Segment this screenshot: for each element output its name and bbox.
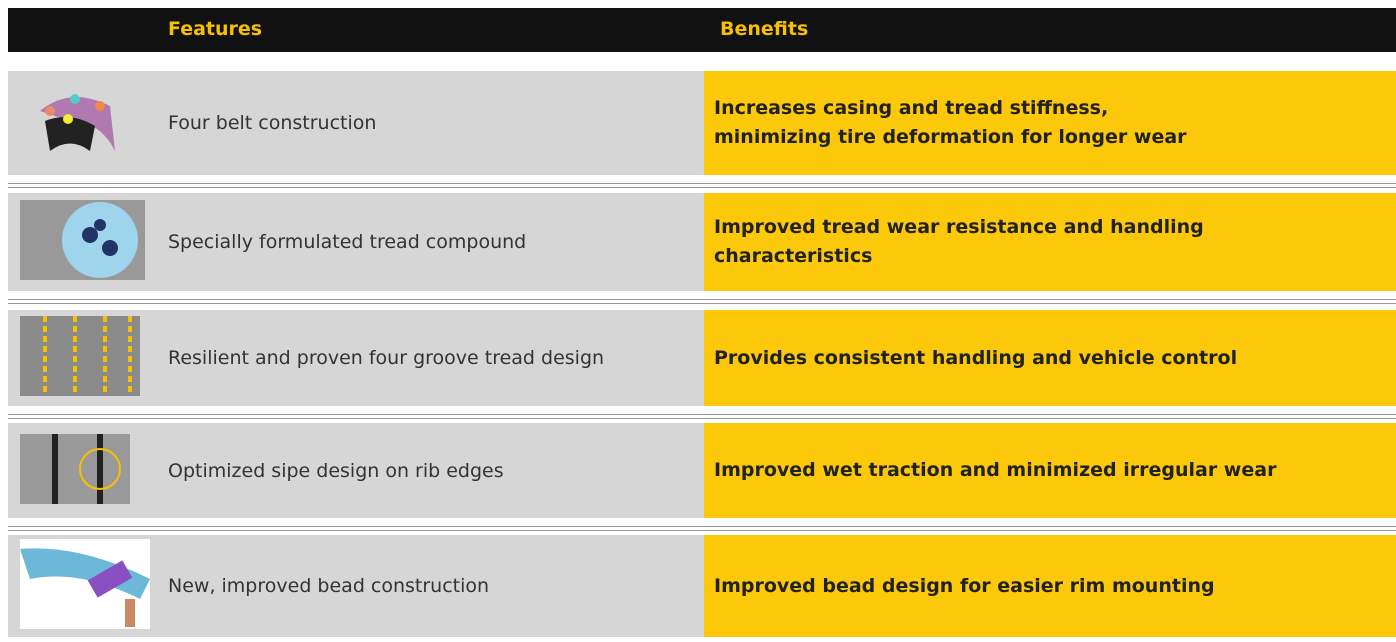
benefit-text: characteristics — [714, 245, 873, 267]
benefit-text: Improved tread wear resistance and handl… — [714, 216, 1204, 238]
feature-image — [20, 81, 120, 165]
benefit-text: Improved wet traction and minimized irre… — [714, 459, 1277, 481]
column-header: Features — [168, 18, 263, 40]
table-row: New, improved bead construction Improved … — [8, 535, 1396, 637]
row-separator — [8, 299, 1396, 304]
icon — [20, 433, 130, 504]
feature-image — [20, 539, 150, 633]
benefit-text: Improved bead design for easier rim moun… — [714, 574, 1215, 597]
feature-text: Resilient and proven four groove tread d… — [168, 347, 605, 369]
icon — [40, 94, 115, 151]
feature-image — [20, 316, 140, 400]
table-row: Optimized sipe design on rib edges Improv… — [8, 423, 1396, 518]
benefit-text: Provides consistent handling and vehicle… — [714, 346, 1238, 369]
feature-cell: Resilient and proven four groove tread d… — [8, 310, 704, 406]
icon — [20, 200, 145, 280]
feature-text: Optimized sipe design on rib edges — [168, 459, 504, 482]
table-row: Resilient and proven four groove tread d… — [8, 310, 1396, 406]
benefit-cell: Increases casing and tread stiffness, min… — [704, 71, 1396, 175]
feature-cell: Four belt construction — [8, 71, 704, 175]
feature-text: Four belt construction — [168, 112, 377, 134]
benefit-cell: Improved wet traction and minimized irre… — [704, 423, 1396, 518]
benefit-text: Increases casing and tread stiffness, — [714, 97, 1109, 119]
table-row: Specially formulated tread compound Impro… — [8, 193, 1396, 291]
feature-cell: Optimized sipe design on rib edges — [8, 423, 704, 518]
benefit-cell: Provides consistent handling and vehicle… — [704, 310, 1396, 406]
feature-cell: Specially formulated tread compound — [8, 193, 704, 291]
feature-image — [20, 433, 130, 508]
icon — [20, 316, 140, 396]
benefit-cell: Improved bead design for easier rim moun… — [704, 535, 1396, 637]
row-separator — [8, 183, 1396, 188]
table-row: Four belt construction Increases casing a… — [8, 71, 1396, 175]
feature-text: New, improved bead construction — [168, 575, 490, 597]
feature-image — [20, 200, 145, 284]
row-separator — [8, 414, 1396, 419]
header-bar: Features Benefits — [8, 8, 1396, 52]
column-header: Benefits — [720, 18, 809, 40]
benefit-cell: Improved tread wear resistance and handl… — [704, 193, 1396, 291]
feature-cell: New, improved bead construction — [8, 535, 704, 637]
feature-text: Specially formulated tread compound — [168, 231, 527, 253]
benefit-text: minimizing tire deformation for longer w… — [714, 126, 1187, 148]
row-separator — [8, 526, 1396, 531]
icon — [20, 539, 150, 629]
